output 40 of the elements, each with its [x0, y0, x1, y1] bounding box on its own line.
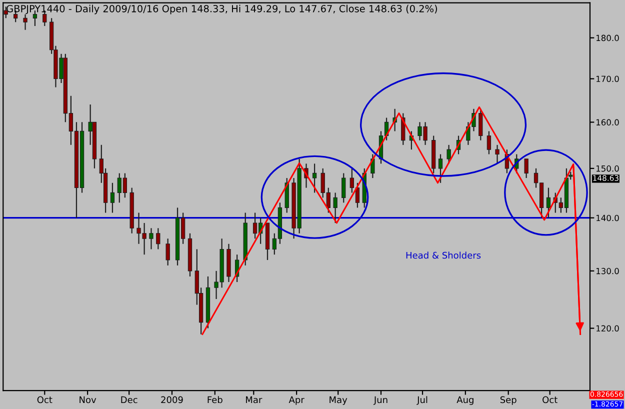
candlestick: [156, 228, 160, 250]
candlestick: [478, 108, 483, 141]
y-tick-label: 180.0: [596, 34, 619, 42]
x-tick-label: 2009: [161, 396, 183, 404]
y-tick-label: 130.0: [596, 268, 619, 274]
candlestick: [166, 238, 170, 266]
x-tick-label: May: [330, 396, 348, 405]
candlestick: [495, 144, 500, 164]
y-tick-label: 160.0: [596, 119, 619, 126]
x-tick-label: Feb: [208, 396, 222, 404]
y-tick-label: 170.0: [596, 76, 619, 82]
candlestick: [546, 187, 551, 218]
annotation: Head & Sholders: [406, 252, 481, 259]
x-tick-label: Jul: [416, 396, 428, 405]
candlestick: [149, 228, 154, 250]
candlestick: [524, 158, 528, 179]
y-tick-label: 140.0: [596, 214, 619, 222]
x-tick-label: Dec: [121, 396, 138, 404]
candlestick: [312, 163, 317, 194]
x-tick-label: Jun: [373, 396, 388, 405]
candlestick: [438, 154, 443, 184]
y-tick-label: 150.0: [596, 165, 619, 172]
y-tick-label: 120.0: [596, 325, 619, 332]
x-tick-label: Aug: [456, 396, 474, 405]
candlestick: [401, 112, 406, 146]
candlestick: [23, 14, 28, 30]
candlestick: [4, 6, 8, 19]
chart-title: GBPJPY1440 - Daily 2009/10/16 Open 148.33, Hi 149.29, Lo 147.67, Close 148.63 (0.2%): [6, 4, 437, 14]
candlestick: [110, 182, 115, 214]
x-tick-label: Mar: [246, 396, 262, 404]
x-tick-label: Apr: [288, 396, 304, 405]
candlestick: [486, 130, 492, 155]
candlestick: [342, 172, 346, 204]
candlestick: [370, 154, 375, 179]
x-tick-label: Sep: [500, 396, 516, 405]
x-tick-label: Oct: [37, 396, 52, 404]
candlestick: [333, 192, 338, 224]
line-series: [202, 106, 582, 336]
x-tick-label: Nov: [80, 396, 96, 404]
x-tick-label: Oct: [542, 396, 558, 404]
